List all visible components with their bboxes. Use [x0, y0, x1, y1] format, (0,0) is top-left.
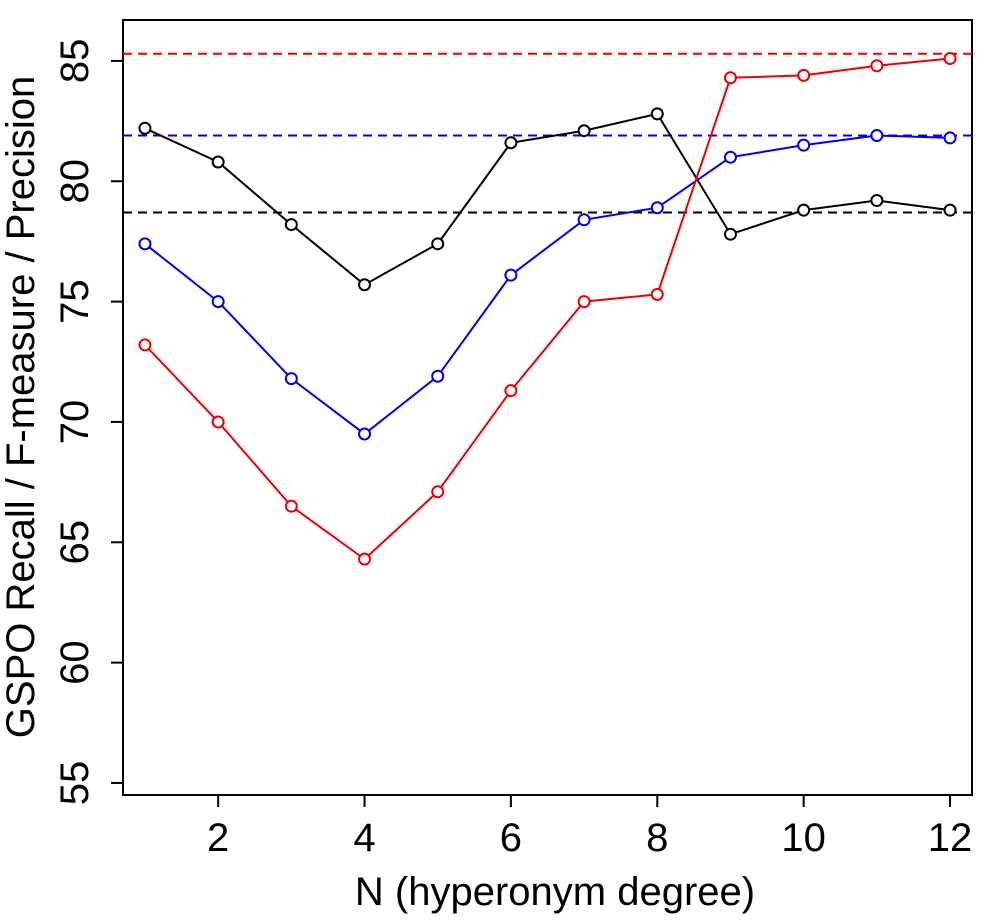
- x-tick-label: 4: [353, 816, 375, 860]
- data-point: [797, 68, 811, 82]
- data-point: [431, 485, 445, 499]
- data-point: [211, 155, 225, 169]
- data-point: [870, 129, 884, 143]
- data-point: [943, 203, 957, 217]
- data-point: [797, 138, 811, 152]
- data-point: [211, 415, 225, 429]
- data-point: [577, 295, 591, 309]
- x-tick-label: 12: [928, 816, 973, 860]
- x-axis: 2 4 6 8 10 12: [207, 795, 972, 860]
- data-point: [284, 218, 298, 232]
- data-point: [284, 499, 298, 513]
- series-line: [144, 112, 951, 286]
- y-tick-label: 85: [53, 39, 97, 84]
- x-tick-label: 10: [781, 816, 826, 860]
- reference-lines: [123, 52, 972, 214]
- x-tick-label: 8: [646, 816, 668, 860]
- data-point: [358, 278, 372, 292]
- y-axis: 55 60 65 70 75 80 85: [53, 39, 123, 806]
- data-point: [723, 71, 737, 85]
- x-tick-label: 2: [207, 816, 229, 860]
- data-point: [504, 268, 518, 282]
- data-point: [943, 52, 957, 66]
- x-tick-label: 6: [500, 816, 522, 860]
- data-point: [650, 201, 664, 215]
- y-axis-label: GSPO Recall / F-measure / Precision: [0, 76, 43, 738]
- data-point: [870, 194, 884, 208]
- data-point: [504, 384, 518, 398]
- y-tick-label: 60: [53, 640, 97, 685]
- data-point: [358, 427, 372, 441]
- data-point: [577, 213, 591, 227]
- plot-frame: [122, 19, 973, 796]
- y-tick-label: 70: [53, 400, 97, 445]
- data-point: [650, 287, 664, 301]
- data-point: [650, 107, 664, 121]
- data-point: [723, 227, 737, 241]
- series-line: [144, 134, 951, 436]
- data-point: [797, 203, 811, 217]
- data-point: [138, 338, 152, 352]
- data-point: [431, 369, 445, 383]
- data-point: [577, 124, 591, 138]
- data-point: [284, 372, 298, 386]
- data-point: [138, 121, 152, 135]
- data-point: [138, 237, 152, 251]
- y-tick-label: 75: [53, 279, 97, 324]
- y-tick-label: 55: [53, 761, 97, 806]
- x-axis-label: N (hyperonym degree): [355, 870, 755, 914]
- data-point: [943, 131, 957, 145]
- data-point: [431, 237, 445, 251]
- y-tick-label: 65: [53, 520, 97, 565]
- series-layer: [138, 52, 957, 566]
- data-point: [723, 150, 737, 164]
- series-line: [144, 57, 951, 561]
- data-point: [504, 136, 518, 150]
- data-point: [870, 59, 884, 73]
- data-point: [211, 295, 225, 309]
- data-point: [358, 552, 372, 566]
- y-tick-label: 80: [53, 159, 97, 204]
